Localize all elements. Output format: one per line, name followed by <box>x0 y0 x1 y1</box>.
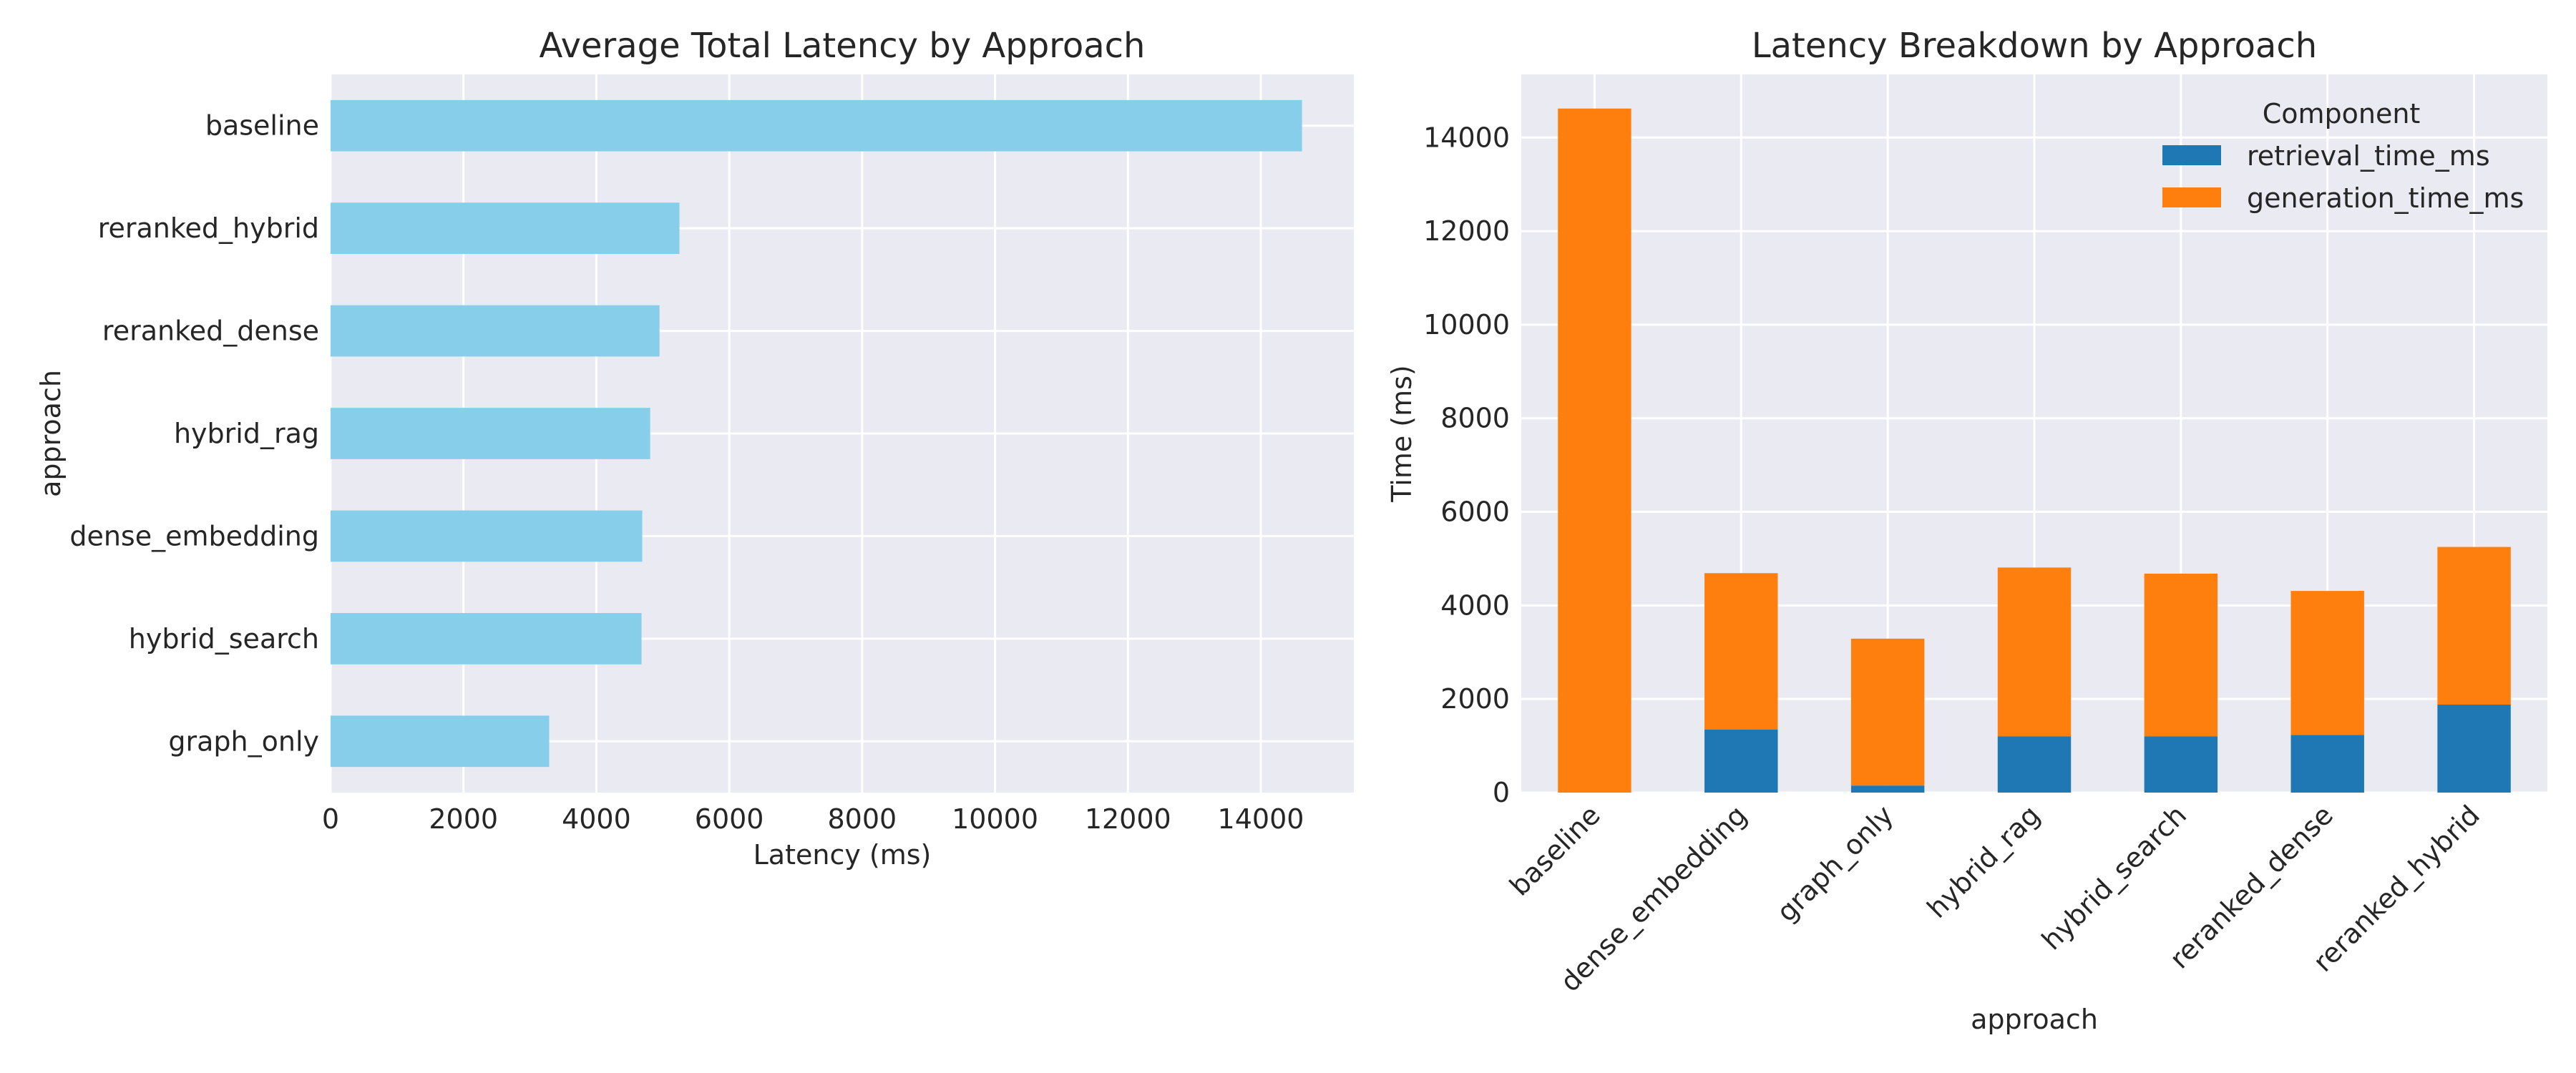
right-chart-title: Latency Breakdown by Approach <box>1752 26 2317 66</box>
x-tick-label: 12000 <box>1085 803 1171 835</box>
x-tick-label: 6000 <box>695 803 764 835</box>
y-tick-label: hybrid_search <box>129 623 319 655</box>
legend: Component retrieval_time_ms generation_t… <box>2162 98 2524 214</box>
y-tick-label: 4000 <box>1440 589 1510 621</box>
y-tick-label: 14000 <box>1423 122 1510 153</box>
x-tick-label: 10000 <box>952 803 1038 835</box>
legend-label-retrieval: retrieval_time_ms <box>2247 140 2490 172</box>
left-chart-title: Average Total Latency by Approach <box>540 26 1146 66</box>
bar-baseline-generation <box>1558 108 1631 793</box>
bar-hybrid_rag <box>331 408 650 459</box>
x-tick-label: 0 <box>322 803 339 835</box>
bar-reranked_hybrid <box>331 202 680 254</box>
x-tick-label: 8000 <box>827 803 897 835</box>
x-tick-label: 4000 <box>562 803 631 835</box>
y-tick-label: 2000 <box>1440 683 1510 715</box>
y-tick-label: reranked_dense <box>102 315 319 347</box>
x-tick-label: reranked_dense <box>2164 799 2339 974</box>
left-chart: 0 2000 4000 6000 8000 10000 12000 14000 baselin… <box>35 26 1354 871</box>
bar-dense_embedding <box>331 510 643 562</box>
y-tick-label: 8000 <box>1440 403 1510 434</box>
legend-swatch-generation <box>2162 187 2221 207</box>
bar-graph_only-generation <box>1850 638 1925 786</box>
bar-baseline <box>331 99 1302 152</box>
y-tick-label: baseline <box>205 110 319 142</box>
y-tick-label: dense_embedding <box>69 520 319 552</box>
y-tick-label: 10000 <box>1423 309 1510 340</box>
x-tick-label: hybrid_search <box>2036 799 2192 956</box>
left-x-ticks: 0 2000 4000 6000 8000 10000 12000 14000 <box>322 803 1304 835</box>
bar-hybrid_rag-generation <box>1997 567 2072 737</box>
x-tick-label: hybrid_rag <box>1921 799 2046 924</box>
y-tick-label: hybrid_rag <box>174 418 319 449</box>
left-y-axis-label: approach <box>35 370 67 497</box>
right-y-axis-label: Time (ms) <box>1386 365 1418 503</box>
left-y-ticks: baseline reranked_hybrid reranked_densehyb… <box>69 110 319 758</box>
y-tick-label: graph_only <box>168 725 319 757</box>
y-tick-label: 0 <box>1493 777 1510 808</box>
bar-hybrid_search-retrieval <box>2144 736 2218 793</box>
bar-reranked_dense <box>331 305 660 357</box>
legend-label-generation: generation_time_ms <box>2247 182 2524 214</box>
bar-hybrid_search <box>331 613 642 665</box>
bar-graph_only <box>331 715 550 768</box>
x-tick-label: graph_only <box>1770 799 1899 928</box>
right-x-axis-label: approach <box>1971 1004 2098 1035</box>
right-bars <box>1558 108 2511 793</box>
right-y-ticks: 0 2000 4000 6000 8000 10000 12000 14000 <box>1423 122 1510 808</box>
bar-graph_only-retrieval <box>1850 785 1925 793</box>
bar-reranked_dense-retrieval <box>2290 735 2364 793</box>
left-x-axis-label: Latency (ms) <box>753 839 932 871</box>
x-tick-label: baseline <box>1503 799 1606 902</box>
x-tick-label: 2000 <box>429 803 498 835</box>
bar-hybrid_rag-retrieval <box>1997 736 2072 793</box>
y-tick-label: reranked_hybrid <box>98 212 319 244</box>
bar-hybrid_search-generation <box>2144 573 2218 737</box>
legend-swatch-retrieval <box>2162 145 2221 165</box>
y-tick-label: 6000 <box>1440 496 1510 528</box>
bar-reranked_hybrid-generation <box>2437 547 2511 705</box>
bar-reranked_dense-generation <box>2290 591 2364 735</box>
legend-title: Component <box>2263 98 2421 129</box>
left-bars <box>331 99 1302 768</box>
bar-dense_embedding-generation <box>1704 573 1778 730</box>
y-tick-label: 12000 <box>1423 215 1510 247</box>
bar-dense_embedding-retrieval <box>1704 729 1778 793</box>
x-tick-label: 14000 <box>1218 803 1304 835</box>
bar-reranked_hybrid-retrieval <box>2437 705 2511 793</box>
